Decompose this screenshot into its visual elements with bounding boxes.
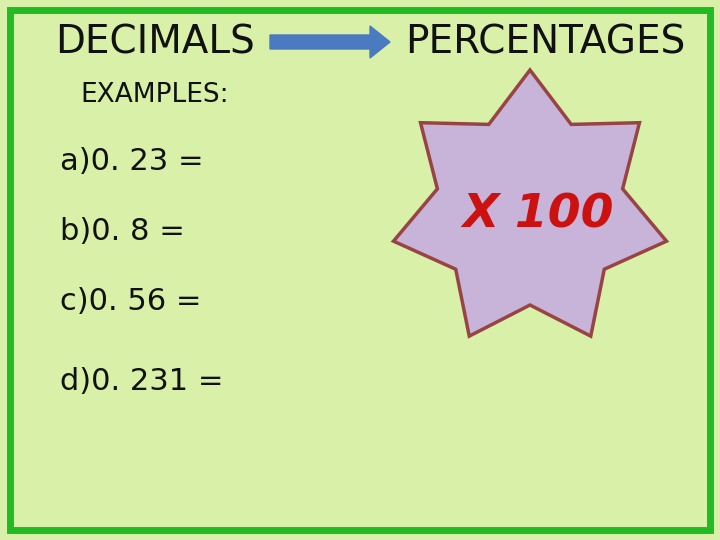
Text: c)0. 56 =: c)0. 56 =	[60, 287, 202, 316]
Text: PERCENTAGES: PERCENTAGES	[405, 23, 685, 61]
Polygon shape	[270, 26, 390, 58]
Polygon shape	[394, 70, 667, 336]
Text: DECIMALS: DECIMALS	[55, 23, 255, 61]
Text: a)0. 23 =: a)0. 23 =	[60, 147, 204, 177]
Text: b)0. 8 =: b)0. 8 =	[60, 218, 185, 246]
Text: X 100: X 100	[462, 192, 613, 238]
Text: d)0. 231 =: d)0. 231 =	[60, 368, 223, 396]
Text: EXAMPLES:: EXAMPLES:	[80, 82, 229, 108]
